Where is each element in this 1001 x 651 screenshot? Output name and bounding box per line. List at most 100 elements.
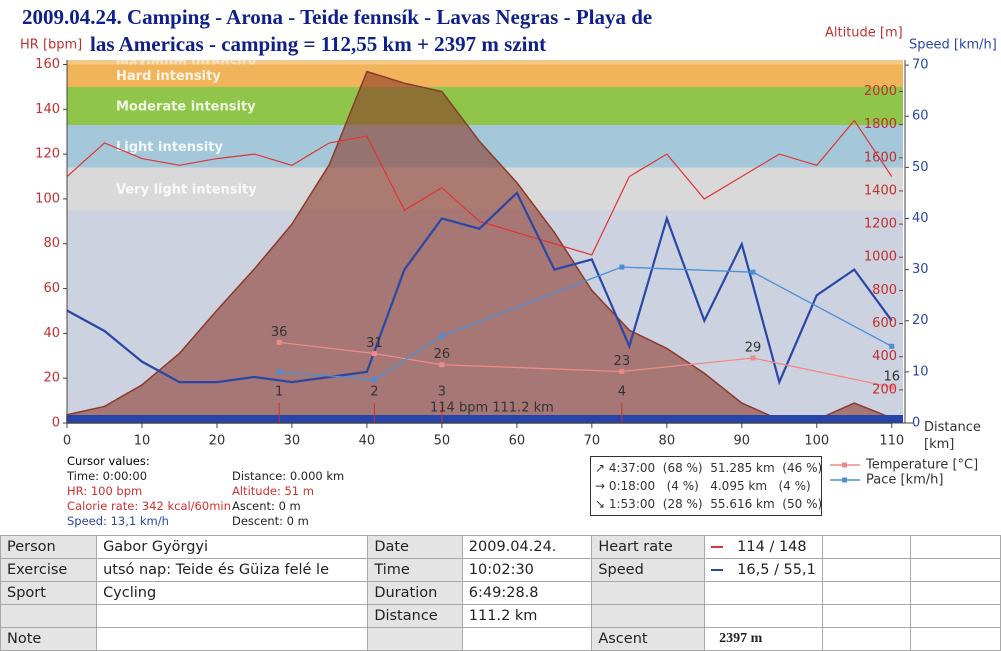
title-line: 2009.04.24. Camping - Arona - Teide fenn… [22, 5, 653, 29]
lap-label: 3 [438, 385, 446, 400]
x-tick-label: 60 [509, 434, 526, 449]
legend-marker [842, 477, 847, 483]
table-cell: Gabor Györgyi [96, 535, 369, 559]
x-tick-label: 10 [134, 434, 151, 449]
point [750, 355, 756, 361]
table-cell: 2009.04.24. [461, 535, 593, 559]
cell-text: Speed [598, 562, 644, 578]
table-row: Sport Cycling Duration 6:49:28.8 [0, 581, 1001, 605]
intensity-zone [67, 64, 903, 87]
y-axis-label: HR [bpm] [20, 38, 82, 53]
point [276, 369, 282, 375]
y3-tick-label: 1800 [864, 117, 897, 132]
lap-summary-line: → 0:18:00 (4 %) 4.095 km (4 %) [595, 479, 811, 493]
table-cell: Heart rate [591, 535, 706, 559]
cell-text: Exercise [7, 562, 68, 578]
cell-text: Time [374, 562, 410, 578]
table-cell: Cycling [96, 581, 369, 605]
table-cell [821, 558, 912, 582]
x-tick-label: 40 [359, 434, 376, 449]
x-tick-label: 70 [584, 434, 601, 449]
point [889, 343, 895, 349]
cell-text: 2397 m [719, 631, 763, 646]
y-tick-label: 120 [35, 147, 60, 162]
y-tick-label: 20 [43, 371, 60, 386]
point [619, 368, 625, 374]
cell-text: Gabor Györgyi [103, 539, 209, 555]
y2-axis-label: Speed [km/h] [909, 38, 997, 53]
y3-tick-label: 200 [872, 382, 897, 397]
data-label: 31 [366, 336, 383, 351]
legend-label: Temperature [°C] [865, 458, 978, 473]
table-cell [910, 627, 1001, 651]
table-cell: 114 / 148 [704, 535, 823, 559]
data-label: 26 [434, 347, 451, 362]
zone-label: Moderate intensity [116, 99, 256, 114]
altitude-area [66, 70, 893, 424]
cursor-title: Cursor values: [67, 454, 150, 468]
x-tick-label: 30 [284, 434, 301, 449]
y3-tick-label: 1000 [864, 250, 897, 265]
legend-dash [711, 546, 724, 548]
y3-tick-label: 1400 [864, 183, 897, 198]
table-cell [461, 627, 593, 651]
table-row: Note Ascent 2397 m [0, 627, 1001, 651]
table-cell [0, 604, 98, 628]
point [371, 351, 377, 357]
table-cell [96, 604, 369, 628]
zone-label: Light intensity [116, 140, 223, 155]
y3-tick-label: 800 [872, 283, 897, 298]
y3-tick-label: 400 [872, 349, 897, 364]
legend-dash [711, 569, 724, 571]
y2-tick-label: 0 [912, 416, 920, 431]
y-tick-label: 40 [43, 326, 60, 341]
y3-axis-label: Altitude [m] [825, 26, 903, 41]
cursor-line: HR: 100 bpm [67, 484, 143, 498]
x-tick-label: 80 [659, 434, 676, 449]
laps-summary: ↗ 4:37:00 (68 %) 51.285 km (46 %) → 0:18:… [590, 456, 822, 516]
point [889, 384, 895, 390]
cell-text: Date [374, 539, 409, 555]
zone-label: Hard intensity [116, 69, 221, 84]
data-label: 29 [745, 341, 762, 356]
cursor-values: Distance: 0.000 km Altitude: 51 m Ascent: … [232, 454, 344, 529]
y-tick-label: 100 [35, 191, 60, 206]
cell-text: Heart rate [598, 539, 673, 555]
table-cell [821, 581, 912, 605]
cell-text: 10:02:30 [468, 562, 534, 578]
table-cell: Speed [591, 558, 706, 582]
cell-text: Person [7, 539, 56, 555]
point [276, 339, 282, 345]
point [439, 362, 445, 368]
lap-label: 1 [275, 385, 283, 400]
cursor-line: Descent: 0 m [232, 514, 309, 528]
table-cell [910, 581, 1001, 605]
chart-title: 2009.04.24. Camping - Arona - Teide fenn… [22, 4, 652, 58]
series-line [279, 341, 892, 388]
cursor-line: Distance: 0.000 km [232, 469, 345, 483]
series-line [66, 119, 893, 256]
y2-tick-label: 50 [912, 160, 929, 175]
table-row: Distance 111.2 km [0, 604, 1001, 628]
table-cell: 111.2 km [461, 604, 593, 628]
table-cell [821, 627, 912, 651]
lap-summary-line: ↘ 1:53:00 (28 %) 55.616 km (50 %) [595, 497, 823, 511]
zone-label: Very light intensity [116, 182, 257, 197]
table-cell: Sport [0, 581, 98, 605]
table-cell: 10:02:30 [461, 558, 593, 582]
table-cell [96, 627, 369, 651]
point [439, 333, 445, 339]
y2-tick-label: 60 [912, 109, 929, 124]
table-cell [704, 581, 823, 605]
y3-tick-label: 1200 [864, 217, 897, 232]
y2-tick-label: 30 [912, 262, 929, 277]
table-cell [910, 535, 1001, 559]
x-tick-label: 20 [209, 434, 226, 449]
table-cell: Time [367, 558, 463, 582]
lap-label: 2 [370, 385, 378, 400]
cell-text: Sport [7, 585, 46, 601]
y-tick-label: 80 [43, 236, 60, 251]
x-tick-label: 110 [879, 434, 904, 449]
cell-text: Note [7, 631, 42, 647]
title-line: las Americas - camping = 112,55 km + 239… [90, 32, 547, 56]
